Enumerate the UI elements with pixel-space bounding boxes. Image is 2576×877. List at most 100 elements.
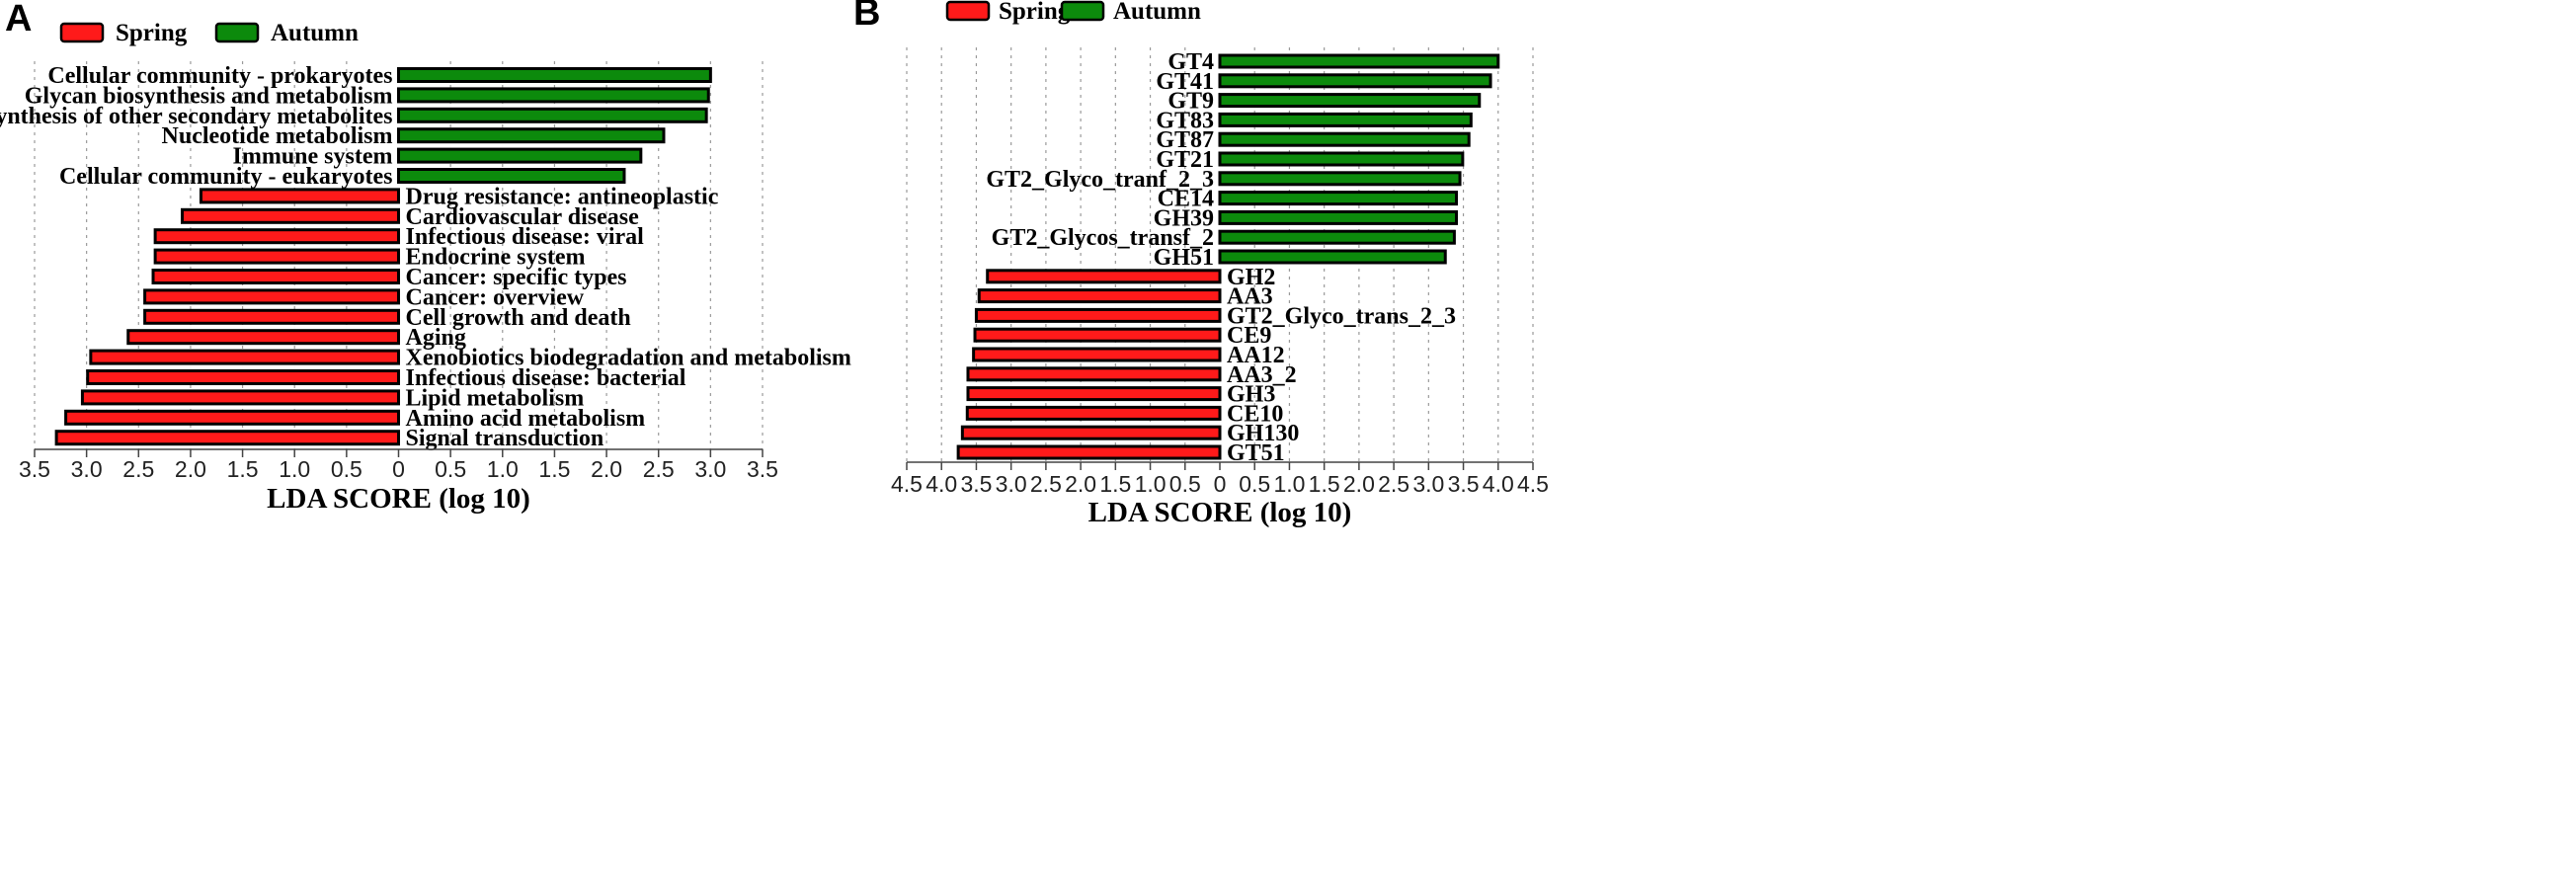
x-tick-label: 3.0 (996, 471, 1027, 497)
x-tick-label: 2.5 (1030, 471, 1062, 497)
bar (1218, 131, 1471, 147)
x-tick-label: 2.5 (1378, 471, 1409, 497)
bar (1218, 209, 1459, 225)
bar (181, 207, 400, 224)
bar (973, 327, 1222, 343)
x-tick-label: 1.0 (1273, 471, 1305, 497)
bar (966, 366, 1222, 382)
bar (143, 308, 401, 325)
bar (1218, 53, 1500, 69)
bar-label: GH51 (1154, 245, 1214, 271)
bar-label: Endocrine system (406, 245, 586, 271)
bar-label: Nucleotide metabolism (162, 123, 393, 149)
bar (80, 389, 400, 406)
bar (143, 288, 401, 305)
bar (1218, 191, 1459, 206)
x-tick-label: 3.5 (1448, 471, 1480, 497)
x-tick-label: 2.0 (1343, 471, 1375, 497)
bar (397, 147, 643, 164)
x-tick-label: 1.5 (1309, 471, 1340, 497)
bar-label: GT9 (1167, 89, 1214, 115)
bar-label: CE10 (1227, 401, 1283, 427)
bar-label: Amino acid metabolism (406, 406, 646, 432)
bar-label: Cardiovascular disease (406, 204, 640, 230)
x-tick-label: 3.0 (1412, 471, 1444, 497)
bar (986, 269, 1222, 284)
bar (1218, 171, 1462, 187)
bar-label: GT87 (1156, 127, 1214, 153)
legend-swatch-autumn (1060, 0, 1105, 22)
x-tick-label: 0.5 (331, 456, 362, 482)
bar-label: GH130 (1227, 421, 1299, 446)
panel-b: B Spring AutumnGT4GT41GT9GT83GT87GT21GT2_G… (853, 0, 1549, 528)
bar-label: GT4 (1167, 49, 1214, 75)
bar (965, 405, 1222, 421)
bar-label: Cancer: overview (406, 284, 585, 310)
bar (1218, 229, 1456, 245)
bar-label: GH3 (1227, 382, 1275, 408)
bar-label: Cellular community - prokaryotes (47, 63, 392, 89)
bar-label: Cellular community - eukaryotes (59, 164, 393, 190)
bar (966, 386, 1222, 402)
x-tick-label: 3.0 (71, 456, 103, 482)
x-tick-label: 2.5 (643, 456, 675, 482)
x-tick-label: 3.0 (694, 456, 726, 482)
legend-label-spring: Spring (999, 0, 1071, 25)
bar-label: GT21 (1156, 147, 1214, 173)
x-tick-label: 4.5 (891, 471, 923, 497)
x-tick-label: 3.5 (960, 471, 992, 497)
x-tick-label: 1.0 (279, 456, 310, 482)
x-axis-title: LDA SCORE (log 10) (267, 483, 530, 515)
bar (64, 409, 400, 426)
bar-label: AA12 (1227, 343, 1285, 368)
bar-label: Aging (406, 325, 466, 351)
x-tick-label: 0.5 (435, 456, 466, 482)
bar-label: Infectious disease: bacterial (406, 365, 686, 391)
legend-swatch-autumn (214, 22, 260, 43)
bar (1218, 151, 1465, 167)
bar (397, 168, 626, 184)
bar-label: Xenobiotics biodegradation and metabolis… (406, 346, 851, 371)
bar-label: Drug resistance: antineoplastic (406, 184, 719, 209)
bar-label: GH39 (1154, 205, 1214, 231)
bar-label: Biosynthesis of other secondary metaboli… (0, 104, 393, 129)
legend-label-spring: Spring (116, 20, 188, 46)
x-tick-label: 0.5 (1169, 471, 1201, 497)
bar (54, 430, 401, 446)
bar (153, 248, 400, 265)
bar-label: AA3_2 (1227, 362, 1297, 388)
x-tick-label: 1.0 (1135, 471, 1167, 497)
bar (397, 127, 666, 144)
bar-label: GT83 (1156, 108, 1214, 133)
x-tick-label: 1.5 (227, 456, 259, 482)
bar-label: Infectious disease: viral (406, 224, 645, 250)
x-tick-label: 2.0 (175, 456, 206, 482)
x-tick-label: 2.5 (122, 456, 154, 482)
bar (397, 107, 708, 123)
bar (1218, 249, 1447, 265)
bar-label: Signal transduction (406, 426, 604, 451)
x-tick-label: 0 (392, 456, 405, 482)
bar (126, 329, 400, 346)
bar (974, 307, 1222, 323)
panel-letter: A (5, 0, 32, 40)
bar-label: Cell growth and death (406, 305, 631, 331)
x-tick-label: 3.5 (19, 456, 50, 482)
bar (397, 87, 710, 104)
bar-label: GT41 (1156, 69, 1214, 95)
x-tick-label: 4.5 (1517, 471, 1549, 497)
x-tick-label: 1.5 (538, 456, 570, 482)
bar (1218, 112, 1473, 127)
bar-label: GT2_Glyco_tranf_2_3 (986, 167, 1214, 193)
bar-label: GH2 (1227, 265, 1275, 290)
x-tick-label: 4.0 (1483, 471, 1514, 497)
legend-label-autumn: Autumn (1113, 0, 1201, 25)
panel-a: A Spring Autumn Cellular community - prokar… (0, 0, 851, 515)
bar (977, 288, 1222, 304)
x-tick-label: 3.5 (747, 456, 778, 482)
bar-label: AA3 (1227, 284, 1273, 310)
x-tick-label: 1.5 (1099, 471, 1131, 497)
bar (960, 425, 1222, 440)
bar (972, 347, 1222, 362)
